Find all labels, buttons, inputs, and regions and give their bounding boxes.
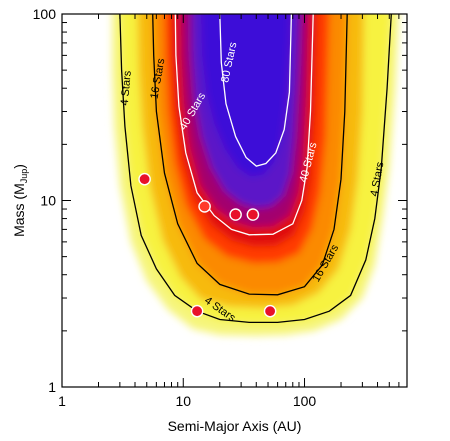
- y-axis-label: Mass (MJup): [11, 164, 29, 237]
- planet-point-6: [263, 304, 277, 318]
- y-axis-label-main: Mass (M: [11, 183, 27, 237]
- planet-point-2: [190, 304, 204, 318]
- contour-40-stars: [174, 14, 314, 236]
- y-tick-label-2: 10: [40, 193, 56, 209]
- x-tick-label-1: 1: [58, 393, 66, 409]
- contour-16-stars: [152, 14, 348, 296]
- planet-point-4: [229, 208, 242, 221]
- y-tick-label-1: 1: [48, 379, 56, 395]
- x-axis-label: Semi-Major Axis (AU): [168, 418, 302, 434]
- detected-planets: [138, 172, 277, 318]
- planet-point-5: [246, 208, 260, 221]
- contour-4-stars: [119, 14, 392, 324]
- x-tick-label-3: 100: [293, 393, 317, 409]
- y-tick-label-3: 100: [33, 6, 57, 22]
- heatmap-band-9: [201, 14, 291, 177]
- y-axis-label-end: ): [11, 164, 27, 169]
- planet-point-3: [198, 200, 211, 213]
- axis-ticks: 1 10 100 1 10 100: [33, 6, 408, 409]
- planet-point-1: [138, 172, 151, 186]
- contour-label-4-stars-1: 4 Stars: [119, 70, 134, 106]
- contour-lines: [119, 14, 392, 324]
- y-axis-label-subscript: Jup: [19, 169, 29, 184]
- heatmap-bands: [112, 14, 399, 336]
- x-tick-label-2: 10: [175, 393, 191, 409]
- contour-80-stars: [219, 14, 293, 167]
